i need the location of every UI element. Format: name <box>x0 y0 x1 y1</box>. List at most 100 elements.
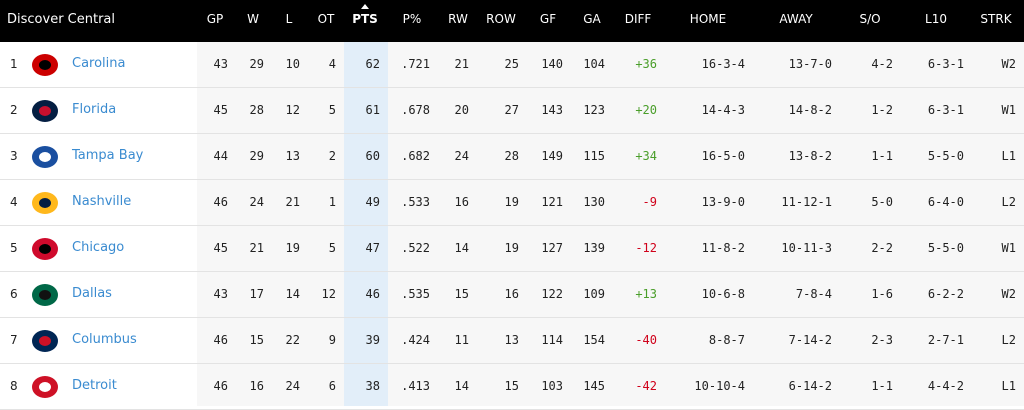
stat-cell: 2-3 <box>871 333 893 347</box>
stat-cell: 5-5-0 <box>927 149 964 163</box>
header-bar: Discover Central GP W L OT PTS P% RW ROW GF GA DIF… <box>0 0 1024 42</box>
stat-cell: 16 <box>249 379 264 393</box>
team-link[interactable]: Carolina <box>72 56 126 71</box>
stat-cell: 6-4-0 <box>927 195 964 209</box>
stat-cell: 8-8-7 <box>708 333 745 347</box>
stat-cell: 6-2-2 <box>927 287 964 301</box>
division-title: Discover Central <box>7 12 115 27</box>
column-header[interactable]: PTS <box>352 12 378 26</box>
column-header[interactable]: STRK <box>980 12 1012 26</box>
stat-cell: 9 <box>328 333 336 347</box>
stat-cell: 13 <box>285 149 300 163</box>
column-header[interactable]: DIFF <box>624 12 652 26</box>
team-link[interactable]: Detroit <box>72 378 117 393</box>
team-row: 3 Tampa Bay 44 29 13 2 60 .682 24 28 149 115 +34 16-5… <box>0 134 1024 180</box>
column-header[interactable]: ROW <box>486 12 516 26</box>
team-link[interactable]: Columbus <box>72 332 137 347</box>
stat-cell: W1 <box>1001 103 1016 117</box>
stat-cell: 5-0 <box>871 195 893 209</box>
stat-cell: +13 <box>635 287 657 301</box>
column-header[interactable]: GP <box>206 12 224 26</box>
stat-cell: 127 <box>541 241 563 255</box>
stat-cell: 27 <box>504 103 519 117</box>
stat-cell: 16-5-0 <box>701 149 745 163</box>
team-link[interactable]: Florida <box>72 102 117 117</box>
team-row: 8 Detroit 46 16 24 6 38 .413 14 15 103 145 -42 10-10-… <box>0 364 1024 410</box>
team-logo <box>32 146 58 168</box>
stat-cell: +36 <box>635 57 657 71</box>
stat-cell: 44 <box>213 149 228 163</box>
column-header[interactable]: HOME <box>689 12 727 26</box>
stat-cell: 6-3-1 <box>927 103 964 117</box>
team-link[interactable]: Nashville <box>72 194 132 209</box>
stat-cell: 2-2 <box>871 241 893 255</box>
team-link[interactable]: Tampa Bay <box>72 148 144 163</box>
column-header[interactable]: P% <box>402 12 422 26</box>
stat-cell: 11-12-1 <box>781 195 832 209</box>
stat-cell: 13-9-0 <box>701 195 745 209</box>
team-link[interactable]: Chicago <box>72 240 125 255</box>
rank: 8 <box>10 379 18 393</box>
team-logo <box>32 192 58 214</box>
stat-cell: L1 <box>1001 379 1016 393</box>
stat-cell: W1 <box>1001 241 1016 255</box>
column-header[interactable]: L <box>285 12 293 26</box>
column-header[interactable]: RW <box>448 12 468 26</box>
team-logo <box>32 284 58 306</box>
team-logo <box>32 54 58 76</box>
stat-cell: W2 <box>1001 287 1016 301</box>
stat-cell: .682 <box>401 149 430 163</box>
column-header[interactable]: W <box>247 12 259 26</box>
stat-cell: 45 <box>213 241 228 255</box>
column-header[interactable]: L10 <box>925 12 947 26</box>
stat-cell: 7-14-2 <box>788 333 832 347</box>
column-header[interactable]: GF <box>539 12 557 26</box>
stat-cell: 14 <box>285 287 300 301</box>
stat-cell: 39 <box>365 333 380 347</box>
column-header[interactable]: OT <box>317 12 335 26</box>
stat-cell: 24 <box>285 379 300 393</box>
stat-cell: 109 <box>583 287 605 301</box>
stat-cell: 6 <box>328 379 336 393</box>
stat-cell: 24 <box>249 195 264 209</box>
team-logo <box>32 100 58 122</box>
stat-cell: 29 <box>249 57 264 71</box>
stat-cell: .424 <box>401 333 430 347</box>
stat-cell: 5 <box>328 103 336 117</box>
stat-cell: 130 <box>583 195 605 209</box>
stat-cell: 15 <box>504 379 519 393</box>
team-row: 4 Nashville 46 24 21 1 49 .533 16 19 121 130 -9 13-9-… <box>0 180 1024 226</box>
rank: 5 <box>10 241 18 255</box>
column-header[interactable]: GA <box>583 12 601 26</box>
column-header[interactable]: S/O <box>859 12 881 26</box>
stat-cell: 140 <box>541 57 563 71</box>
stat-cell: 13-7-0 <box>788 57 832 71</box>
sorted-column-highlight <box>344 42 388 406</box>
stat-cell: 62 <box>365 57 380 71</box>
stat-cell: 14 <box>454 379 469 393</box>
stat-cell: .522 <box>401 241 430 255</box>
team-logo <box>32 330 58 352</box>
stat-cell: L2 <box>1001 195 1016 209</box>
stat-cell: 14 <box>454 241 469 255</box>
stat-cell: 46 <box>213 195 228 209</box>
stat-cell: 2-7-1 <box>927 333 964 347</box>
stat-cell: -42 <box>635 379 657 393</box>
team-logo <box>32 238 58 260</box>
stat-cell: 46 <box>213 379 228 393</box>
column-header[interactable]: AWAY <box>779 12 813 26</box>
stat-cell: 21 <box>285 195 300 209</box>
rank: 4 <box>10 195 18 209</box>
stat-cell: 6-14-2 <box>788 379 832 393</box>
stat-cell: 13-8-2 <box>788 149 832 163</box>
rank: 3 <box>10 149 18 163</box>
stat-cell: 15 <box>454 287 469 301</box>
stat-cell: 45 <box>213 103 228 117</box>
stat-cell: 25 <box>504 57 519 71</box>
stat-cell: 6-3-1 <box>927 57 964 71</box>
stat-cell: 145 <box>583 379 605 393</box>
stat-cell: 1 <box>328 195 336 209</box>
stat-cell: 14-8-2 <box>788 103 832 117</box>
team-link[interactable]: Dallas <box>72 286 112 301</box>
stat-cell: .721 <box>401 57 430 71</box>
